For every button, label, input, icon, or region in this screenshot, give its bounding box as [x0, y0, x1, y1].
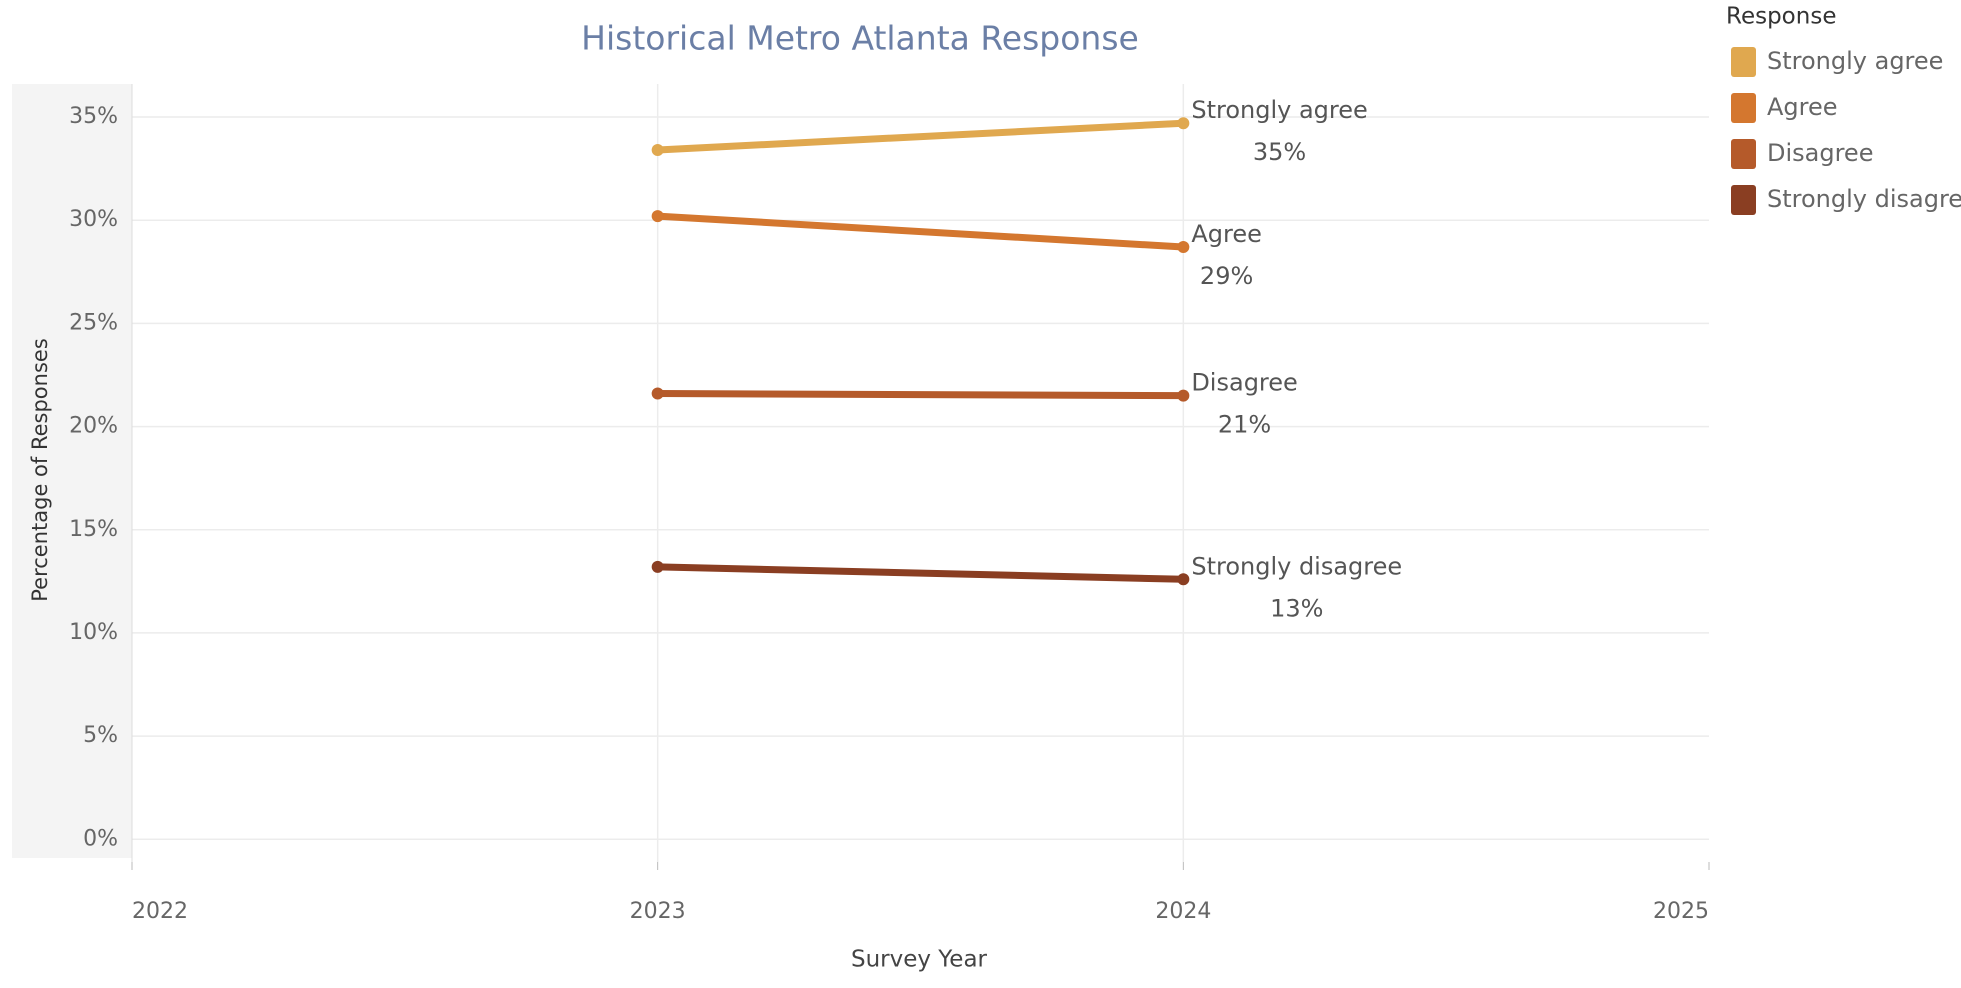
legend-label: Strongly agree	[1767, 47, 1943, 75]
legend-swatch	[1731, 185, 1756, 215]
end-label-name: Disagree	[1191, 369, 1297, 397]
point	[651, 387, 664, 400]
legend-swatch	[1731, 139, 1756, 169]
point	[1177, 389, 1190, 402]
x-tick-label: 2023	[630, 899, 686, 924]
y-tick-label: 30%	[69, 207, 118, 232]
y-axis-panel	[12, 84, 132, 858]
y-tick-label: 35%	[69, 104, 118, 129]
end-label-name: Agree	[1191, 220, 1262, 248]
legend-swatch	[1731, 47, 1756, 77]
point	[651, 210, 664, 223]
point	[1177, 241, 1190, 254]
point	[651, 144, 664, 157]
value-label: 29%	[1200, 262, 1253, 290]
point	[1177, 573, 1190, 586]
y-tick-label: 5%	[83, 723, 118, 748]
line	[654, 119, 1187, 154]
y-axis-label: Percentage of Responses	[28, 338, 52, 602]
line	[654, 390, 1187, 400]
legend-label: Strongly disagree	[1767, 185, 1961, 213]
x-tick-label: 2024	[1155, 899, 1211, 924]
legend-title: Response	[1726, 4, 1836, 30]
y-tick-label: 20%	[69, 414, 118, 439]
legend-swatch	[1731, 93, 1756, 123]
legend-label: Disagree	[1767, 139, 1873, 167]
y-tick-label: 10%	[69, 620, 118, 645]
point	[1177, 117, 1190, 130]
x-tick-label: 2022	[132, 899, 188, 924]
x-axis-label: Survey Year	[851, 947, 988, 973]
line	[654, 563, 1187, 583]
x-tick-label: 2025	[1653, 899, 1709, 924]
y-tick-label: 0%	[83, 826, 118, 851]
legend-label: Agree	[1767, 93, 1838, 121]
end-label-name: Strongly disagree	[1191, 552, 1402, 580]
line	[654, 212, 1187, 251]
y-tick-label: 15%	[69, 517, 118, 542]
value-label: 13%	[1270, 594, 1323, 622]
y-tick-label: 25%	[69, 310, 118, 335]
value-label: 21%	[1218, 411, 1271, 439]
value-label: 35%	[1253, 138, 1306, 166]
end-label-name: Strongly agree	[1191, 96, 1367, 124]
point	[651, 560, 664, 573]
chart-title: Historical Metro Atlanta Response	[581, 19, 1139, 58]
